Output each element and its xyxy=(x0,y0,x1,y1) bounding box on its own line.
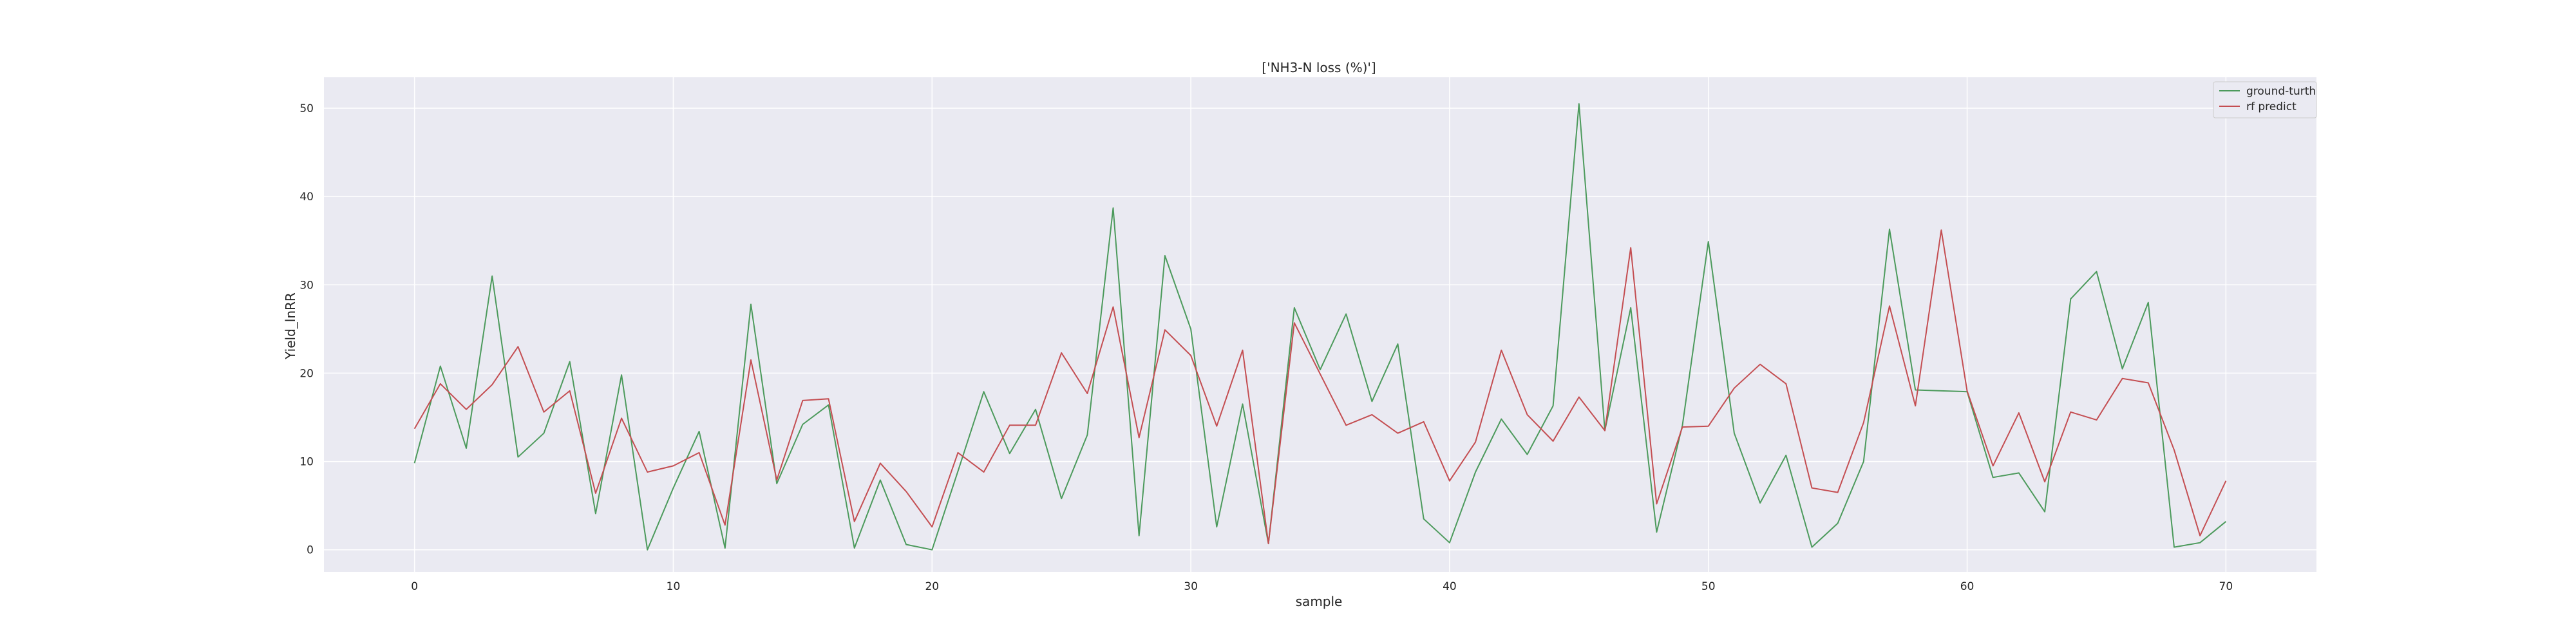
series-line-rf-predict xyxy=(413,229,2227,545)
x-tick-label: 20 xyxy=(925,580,939,593)
x-tick-label: 70 xyxy=(2219,580,2233,593)
y-tick-label: 30 xyxy=(299,279,314,292)
y-tick-label: 20 xyxy=(299,367,314,380)
y-tick-label: 10 xyxy=(299,456,314,469)
x-tick-label: 60 xyxy=(1960,580,1975,593)
x-tick-label: 0 xyxy=(411,580,418,593)
x-tick-label: 40 xyxy=(1443,580,1457,593)
y-tick-label: 40 xyxy=(299,191,314,204)
x-axis-label: sample xyxy=(1296,594,1343,609)
y-tick-label: 0 xyxy=(307,544,314,557)
legend: ground-turth rf predict xyxy=(2213,81,2317,118)
legend-label-ground-turth: ground-turth xyxy=(2246,85,2316,98)
legend-label-rf-predict: rf predict xyxy=(2246,100,2297,113)
series-layer xyxy=(413,103,2227,551)
series-line-ground-turth xyxy=(413,103,2227,551)
x-tick-label: 30 xyxy=(1184,580,1198,593)
y-tick-label: 50 xyxy=(299,102,314,115)
plot-area xyxy=(324,77,2316,572)
x-tick-label: 50 xyxy=(1701,580,1716,593)
y-axis-label: Yield_lnRR xyxy=(283,292,298,360)
x-tick-label: 10 xyxy=(667,580,681,593)
chart-title: ['NH3-N loss (%)'] xyxy=(1262,60,1376,75)
tick-labels: 0 10 20 30 40 50 60 70 0 10 20 30 40 50 xyxy=(299,102,2233,593)
